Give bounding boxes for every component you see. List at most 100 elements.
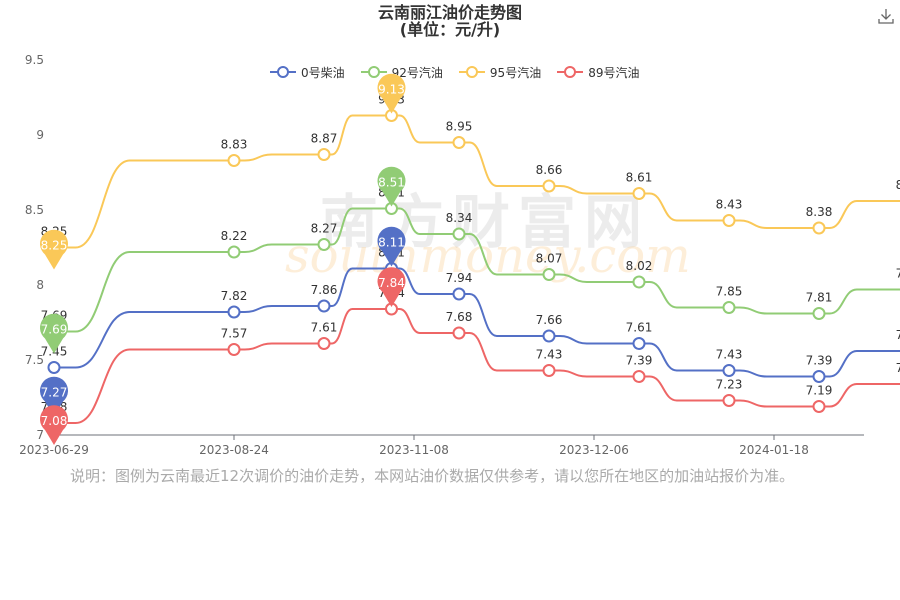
data-point-diesel0: [227, 305, 241, 319]
min-pin-gas89: 7.08: [40, 405, 68, 445]
x-tick-label: 2023-06-29: [19, 443, 89, 457]
max-pin-diesel0-label: 8.11: [378, 236, 405, 250]
download-icon[interactable]: [876, 6, 896, 26]
data-label-gas95: 8.43: [716, 198, 743, 212]
data-label-gas92: 7.97: [896, 267, 900, 281]
data-label-gas89: 7.43: [536, 348, 563, 362]
min-pin-gas95-label: 8.25: [41, 239, 68, 253]
chart-legend: 0号柴油 92号汽油 95号汽油 89号汽油: [270, 63, 639, 81]
legend-label-diesel0: 0号柴油: [301, 65, 345, 80]
data-point-gas92: [452, 227, 466, 241]
data-label-diesel0: 7.39: [806, 354, 833, 368]
y-tick-label: 8.5: [25, 203, 44, 217]
data-label-gas92: 7.81: [806, 291, 833, 305]
data-label-gas89: 7.23: [716, 378, 743, 392]
data-label-gas95: 8.83: [221, 138, 248, 152]
legend-item-gas95[interactable]: 95号汽油: [458, 64, 542, 81]
max-pin-gas89-shape: [377, 267, 406, 307]
legend-item-diesel0[interactable]: 0号柴油: [270, 64, 345, 81]
data-point-gas92: [542, 268, 556, 281]
data-label-gas95: 8.38: [806, 205, 833, 219]
watermark-latin: southmoney.com: [285, 228, 691, 284]
min-pin-gas95: 8.25: [40, 229, 68, 270]
max-pin-gas89-label: 7.84: [378, 276, 405, 290]
data-point-diesel0: [47, 361, 61, 374]
legend-label-gas92: 92号汽油: [391, 65, 443, 80]
data-point-gas92: [812, 307, 826, 320]
y-tick-label: 7.5: [25, 353, 44, 367]
series-line-gas89: [54, 308, 900, 424]
series-line-gas95: [54, 114, 900, 249]
y-tick-label: 8: [36, 278, 44, 292]
data-point-gas89: [227, 343, 241, 356]
data-point-gas95: [632, 187, 646, 200]
data-label-gas92: 8.07: [536, 252, 563, 266]
max-pin-gas95: 9.13: [377, 73, 406, 114]
data-point-diesel0: [317, 299, 331, 313]
data-point-gas95: [542, 179, 556, 193]
data-label-diesel0: 7.43: [716, 348, 743, 362]
data-point-gas95: [812, 221, 826, 235]
y-tick-label: 9.5: [25, 53, 44, 67]
legend-label-gas89: 89号汽油: [588, 65, 640, 80]
data-label-gas92: 8.27: [311, 222, 338, 236]
data-label-gas95: 8.56: [896, 178, 900, 192]
max-pin-diesel0-shape: [377, 226, 406, 267]
data-label-gas95: 8.66: [536, 163, 563, 177]
data-point-gas89: [542, 364, 556, 377]
legend-label-gas95: 95号汽油: [489, 65, 542, 80]
x-tick-label: 2023-11-08: [379, 443, 449, 457]
legend-item-gas89[interactable]: 89号汽油: [557, 64, 639, 81]
x-tick-label: 2023-08-24: [199, 443, 269, 457]
min-pin-diesel0-shape: [40, 376, 68, 417]
data-point-gas89: [452, 326, 466, 340]
data-label-gas92: 8.34: [446, 211, 473, 225]
max-pin-gas92: 8.51: [377, 166, 406, 207]
data-point-gas95: [722, 214, 736, 227]
x-tick-label: 2023-12-06: [559, 443, 629, 457]
data-label-gas95: 8.61: [626, 171, 653, 185]
min-pin-diesel0: 7.27: [40, 376, 68, 417]
data-point-gas92: [227, 245, 241, 259]
data-point-diesel0: [722, 364, 736, 377]
min-pin-gas92-label: 7.69: [41, 323, 68, 337]
data-label-gas89: 7.61: [311, 321, 338, 335]
min-pin-gas92-shape: [40, 313, 68, 354]
data-label-gas95: 8.87: [311, 132, 338, 146]
y-tick-label: 9: [36, 128, 44, 142]
data-point-gas89: [632, 370, 646, 383]
data-point-gas89: [812, 400, 826, 413]
max-pin-gas95-label: 9.13: [378, 83, 405, 97]
x-tick-label: 2024-01-18: [739, 443, 809, 457]
min-pin-gas89-label: 7.08: [41, 414, 68, 428]
data-label-gas95: 8.95: [446, 120, 473, 134]
chart-title: 云南丽江油价走势图: [377, 3, 522, 22]
max-pin-gas92-label: 8.51: [378, 176, 405, 190]
data-label-diesel0: 7.94: [446, 271, 473, 285]
min-pin-gas89-shape: [40, 405, 68, 445]
y-tick-label: 7: [36, 428, 44, 442]
data-point-gas95: [452, 136, 466, 149]
data-point-gas89: [722, 394, 736, 407]
min-pin-diesel0-label: 7.27: [41, 386, 68, 400]
data-label-gas92: 8.22: [221, 229, 248, 243]
max-pin-diesel0: 8.11: [377, 226, 406, 267]
data-label-diesel0: 7.82: [221, 289, 248, 303]
data-point-diesel0: [812, 370, 826, 383]
data-point-diesel0: [452, 287, 466, 301]
data-label-diesel0: 7.66: [536, 313, 563, 327]
data-label-gas89: 7.39: [626, 354, 653, 368]
data-label-gas89: 7.68: [446, 310, 473, 324]
data-label-diesel0: 7.61: [626, 321, 653, 335]
legend-item-gas92[interactable]: 92号汽油: [360, 64, 443, 81]
data-label-diesel0: 7.86: [311, 283, 338, 297]
min-pin-gas92: 7.69: [40, 313, 68, 354]
data-label-gas92: 8.02: [626, 259, 653, 273]
watermark-text: 南方财富网: [320, 188, 651, 256]
legend-swatch-gas89: [557, 66, 584, 78]
data-point-gas95: [317, 148, 331, 161]
data-point-diesel0: [632, 337, 646, 350]
max-pin-gas95-shape: [377, 73, 406, 114]
data-label-diesel0: 7.56: [896, 328, 900, 342]
